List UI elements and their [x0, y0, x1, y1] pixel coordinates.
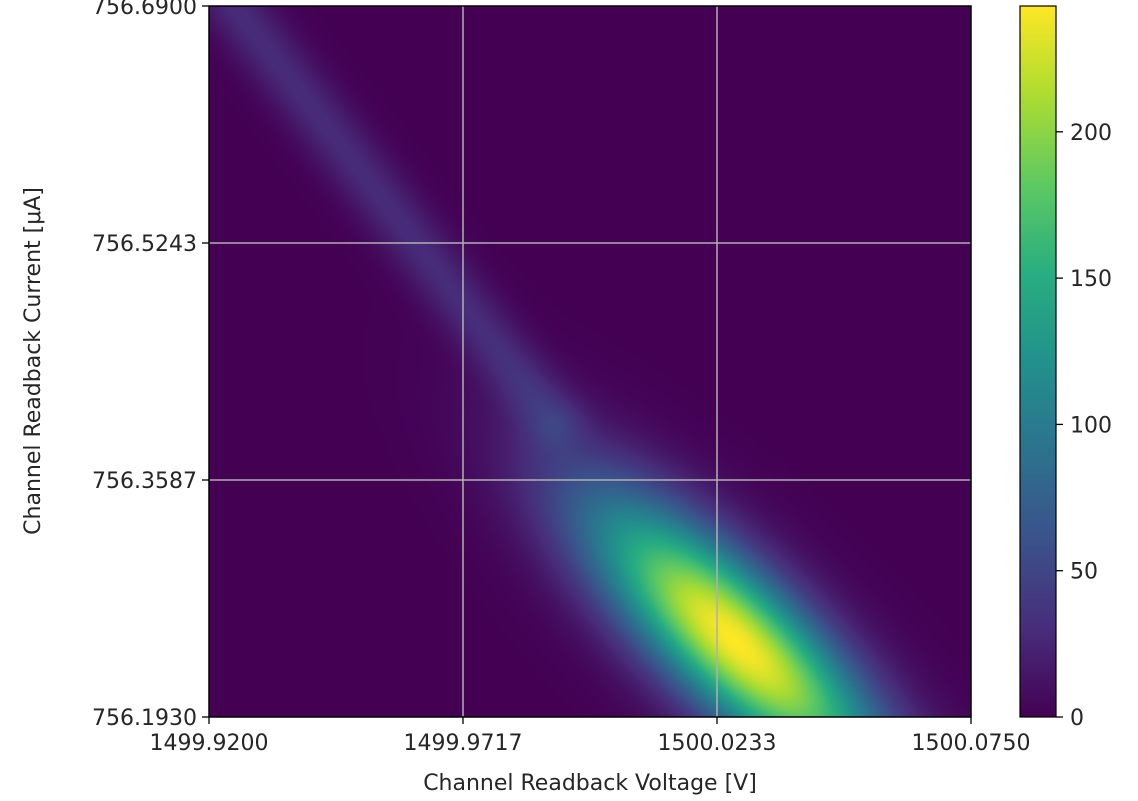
- y-tick-label: 756.5243: [92, 232, 197, 257]
- y-axis-label: Channel Readback Current [μA]: [21, 187, 46, 535]
- heatmap-image: [209, 6, 971, 717]
- colorbar-tick-label: 50: [1070, 560, 1098, 585]
- colorbar-tick-label: 0: [1070, 706, 1084, 731]
- x-tick-label: 1499.9717: [404, 731, 523, 756]
- colorbar-tick-label: 150: [1070, 267, 1112, 292]
- y-tick-label: 756.1930: [92, 706, 197, 731]
- colorbar-tick-label: 100: [1070, 413, 1112, 438]
- x-tick-label: 1500.0750: [912, 731, 1031, 756]
- plot-frame: [208, 5, 972, 718]
- heatmap-image-container: [209, 6, 971, 717]
- colorbar: [1019, 5, 1057, 718]
- y-tick-label: 756.3587: [92, 469, 197, 494]
- grid-lines: [209, 6, 971, 717]
- x-axis: 1499.9200 1499.9717 1500.0233 1500.0750: [150, 717, 1031, 756]
- x-tick-label: 1500.0233: [658, 731, 777, 756]
- y-axis: 756.1930 756.3587 756.5243 756.6900: [92, 0, 209, 731]
- y-tick-label: 756.6900: [92, 0, 197, 20]
- x-axis-label: Channel Readback Voltage [V]: [423, 771, 757, 796]
- x-tick-label: 1499.9200: [150, 731, 269, 756]
- colorbar-tick-label: 200: [1070, 121, 1112, 146]
- colorbar-ticks: 0 50 100 150 200: [1056, 121, 1112, 731]
